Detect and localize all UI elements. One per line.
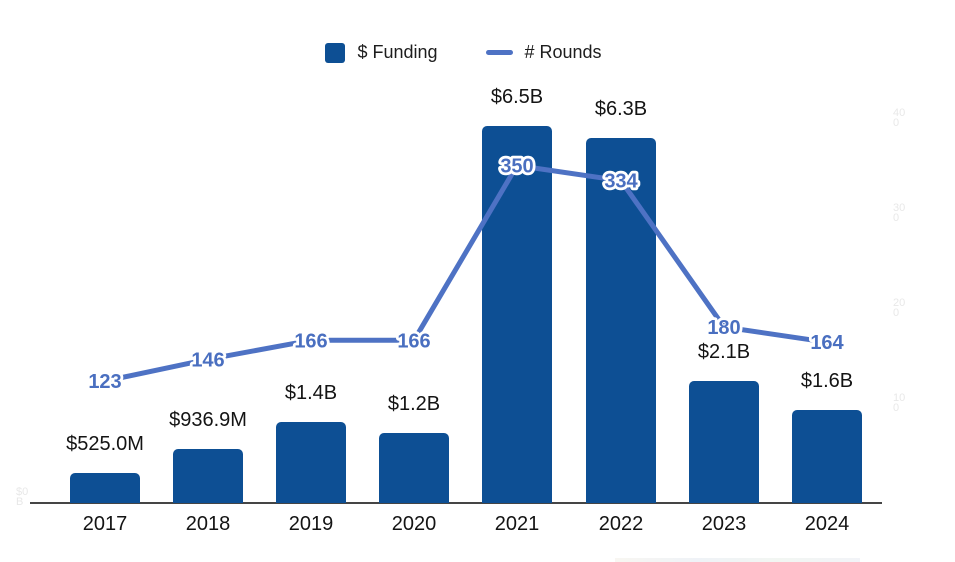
x-tick-2018: 2018 — [185, 513, 231, 535]
funding-bar-2020[interactable] — [379, 433, 449, 503]
funding-bar-2022[interactable] — [586, 137, 656, 503]
x-tick-2017: 2017 — [82, 513, 128, 535]
left-axis-tick-0: $0 B — [16, 486, 29, 508]
bar-value-label-2021: $6.5B — [490, 86, 544, 108]
funding-bar-2019[interactable] — [276, 421, 346, 503]
x-tick-2019: 2019 — [288, 513, 334, 535]
x-tick-2020: 2020 — [391, 513, 437, 535]
bar-value-label-2020: $1.2B — [387, 393, 441, 416]
legend-item-funding[interactable]: $ Funding — [325, 42, 438, 63]
rounds-point-label-2023: 180 — [707, 317, 740, 339]
bar-value-label-2024: $1.6B — [800, 370, 854, 393]
right-axis-tick-100: 10 0 — [893, 392, 906, 414]
bar-value-label-2018: $936.9M — [169, 408, 247, 431]
rounds-point-label-2018: 146 — [191, 349, 224, 371]
x-tick-2022: 2022 — [598, 513, 644, 535]
bar-value-label-2022: $6.3B — [594, 97, 648, 120]
right-axis-tick-200: 20 0 — [893, 297, 906, 319]
rounds-point-label-2019: 166 — [294, 330, 327, 352]
legend-rounds-label: # Rounds — [524, 42, 602, 62]
bar-value-label-2019: $1.4B — [284, 381, 338, 404]
funding-bar-2018[interactable] — [173, 448, 243, 503]
cropped-content-remnant — [615, 558, 860, 562]
funding-bar-2021[interactable] — [482, 126, 552, 503]
x-tick-2021: 2021 — [494, 513, 540, 535]
funding-bar-2017[interactable] — [70, 472, 140, 504]
right-axis-tick-400: 40 0 — [893, 107, 906, 129]
funding-bar-2024[interactable] — [792, 410, 862, 503]
funding-swatch-icon — [325, 42, 346, 63]
legend-item-rounds[interactable]: # Rounds — [485, 42, 602, 63]
rounds-point-label-2017: 123 — [88, 371, 121, 393]
rounds-point-label-2020: 166 — [397, 330, 430, 352]
rounds-swatch-icon — [485, 50, 513, 55]
bar-value-label-2023: $2.1B — [697, 341, 751, 364]
legend-funding-label: $ Funding — [357, 42, 438, 62]
rounds-point-label-2024: 164 — [810, 332, 844, 354]
x-tick-2024: 2024 — [804, 513, 850, 535]
funding-bar-2023[interactable] — [689, 381, 759, 503]
right-axis-tick-300: 30 0 — [893, 202, 906, 224]
x-tick-2023: 2023 — [701, 513, 747, 535]
bar-value-label-2017: $525.0M — [66, 432, 144, 455]
legend: $ Funding # Rounds — [0, 42, 941, 63]
x-axis-line — [30, 502, 882, 504]
